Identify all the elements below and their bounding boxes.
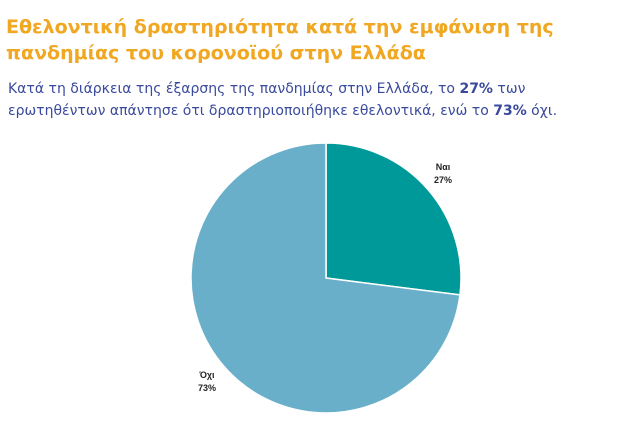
slice-label-no: Όχι	[198, 370, 215, 380]
chart-subtitle: Κατά τη διάρκεια της έξαρσης της πανδημί…	[8, 78, 618, 122]
subtitle-part1: Κατά τη διάρκεια της έξαρσης της πανδημί…	[8, 81, 460, 97]
pie-slice-yes	[325, 142, 462, 296]
pie-slice-no	[190, 142, 461, 414]
slice-value-no: 73%	[198, 383, 216, 393]
pie-chart: Ναι 27% Όχι 73%	[190, 142, 462, 414]
chart-title: Εθελοντική δραστηριότητα κατά την εμφάνι…	[6, 16, 554, 64]
slice-value-yes: 27%	[434, 175, 452, 185]
subtitle-part2: των ερωτηθέντων απάντησε ότι δραστηριοπο…	[8, 81, 526, 119]
subtitle-no-pct: 73%	[493, 103, 527, 119]
subtitle-part3: όχι.	[526, 103, 558, 119]
slice-label-yes: Ναι	[436, 162, 451, 172]
subtitle-yes-pct: 27%	[459, 81, 493, 97]
